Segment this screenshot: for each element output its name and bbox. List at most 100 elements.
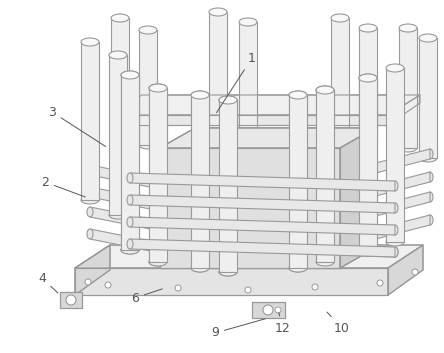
- Ellipse shape: [109, 51, 127, 59]
- Polygon shape: [160, 148, 340, 268]
- Ellipse shape: [392, 247, 398, 257]
- Polygon shape: [75, 268, 388, 295]
- Polygon shape: [289, 95, 307, 268]
- Ellipse shape: [121, 71, 139, 79]
- Ellipse shape: [127, 217, 133, 227]
- Ellipse shape: [87, 165, 93, 175]
- Polygon shape: [340, 128, 375, 268]
- Ellipse shape: [239, 18, 257, 26]
- Ellipse shape: [289, 91, 307, 99]
- Polygon shape: [359, 78, 377, 252]
- Polygon shape: [130, 217, 395, 235]
- Polygon shape: [90, 165, 160, 189]
- Ellipse shape: [392, 225, 398, 235]
- Polygon shape: [252, 302, 285, 318]
- Circle shape: [312, 284, 318, 290]
- Ellipse shape: [359, 24, 377, 32]
- Ellipse shape: [121, 71, 139, 79]
- Polygon shape: [149, 88, 167, 262]
- Polygon shape: [359, 28, 377, 142]
- Ellipse shape: [239, 134, 257, 142]
- Ellipse shape: [386, 238, 404, 246]
- Ellipse shape: [191, 264, 209, 272]
- Polygon shape: [130, 239, 395, 257]
- Polygon shape: [109, 55, 127, 215]
- Ellipse shape: [157, 179, 163, 189]
- Polygon shape: [368, 172, 430, 198]
- Text: 3: 3: [48, 106, 106, 146]
- Ellipse shape: [191, 264, 209, 272]
- Ellipse shape: [109, 211, 127, 219]
- Polygon shape: [368, 192, 430, 218]
- Ellipse shape: [359, 74, 377, 82]
- Polygon shape: [419, 38, 437, 158]
- Circle shape: [85, 279, 91, 285]
- Text: 10: 10: [327, 312, 350, 335]
- Ellipse shape: [365, 165, 371, 175]
- Ellipse shape: [392, 203, 398, 213]
- Ellipse shape: [157, 201, 163, 211]
- Ellipse shape: [87, 207, 93, 217]
- Ellipse shape: [87, 229, 93, 239]
- Ellipse shape: [316, 258, 334, 266]
- Polygon shape: [191, 95, 209, 268]
- Polygon shape: [160, 128, 375, 148]
- Ellipse shape: [127, 195, 133, 205]
- Ellipse shape: [392, 247, 398, 257]
- Ellipse shape: [331, 14, 349, 22]
- Ellipse shape: [191, 91, 209, 99]
- Text: 6: 6: [131, 289, 163, 305]
- Polygon shape: [331, 18, 349, 130]
- Ellipse shape: [219, 96, 237, 104]
- Polygon shape: [368, 215, 430, 241]
- Ellipse shape: [359, 138, 377, 146]
- Ellipse shape: [392, 225, 398, 235]
- Ellipse shape: [359, 74, 377, 82]
- Ellipse shape: [121, 246, 139, 254]
- Polygon shape: [160, 128, 375, 148]
- Ellipse shape: [127, 239, 133, 249]
- Circle shape: [377, 280, 383, 286]
- Ellipse shape: [359, 248, 377, 256]
- Polygon shape: [388, 245, 423, 295]
- Ellipse shape: [392, 181, 398, 191]
- Ellipse shape: [365, 208, 371, 218]
- Polygon shape: [399, 28, 417, 148]
- Ellipse shape: [127, 239, 133, 249]
- Ellipse shape: [316, 86, 334, 94]
- Polygon shape: [130, 239, 395, 257]
- Ellipse shape: [209, 8, 227, 16]
- Polygon shape: [139, 30, 157, 145]
- Text: 9: 9: [211, 319, 266, 340]
- Ellipse shape: [111, 14, 129, 22]
- Polygon shape: [130, 195, 395, 213]
- Polygon shape: [388, 95, 420, 125]
- Ellipse shape: [149, 258, 167, 266]
- Polygon shape: [75, 245, 110, 295]
- Circle shape: [412, 269, 418, 275]
- Ellipse shape: [219, 268, 237, 276]
- Circle shape: [105, 282, 111, 288]
- Ellipse shape: [219, 268, 237, 276]
- Ellipse shape: [191, 91, 209, 99]
- Ellipse shape: [359, 248, 377, 256]
- Ellipse shape: [127, 173, 133, 183]
- Polygon shape: [340, 128, 375, 268]
- Polygon shape: [111, 18, 129, 130]
- Ellipse shape: [209, 124, 227, 132]
- Polygon shape: [130, 173, 395, 191]
- Ellipse shape: [289, 264, 307, 272]
- Ellipse shape: [419, 34, 437, 42]
- Ellipse shape: [127, 217, 133, 227]
- Polygon shape: [239, 22, 257, 138]
- Ellipse shape: [127, 195, 133, 205]
- Polygon shape: [121, 75, 139, 250]
- Ellipse shape: [365, 188, 371, 198]
- Polygon shape: [75, 245, 423, 268]
- Polygon shape: [149, 88, 167, 262]
- Ellipse shape: [427, 192, 433, 202]
- Ellipse shape: [81, 38, 99, 46]
- Circle shape: [263, 305, 273, 315]
- Text: 12: 12: [275, 313, 291, 335]
- Ellipse shape: [399, 24, 417, 32]
